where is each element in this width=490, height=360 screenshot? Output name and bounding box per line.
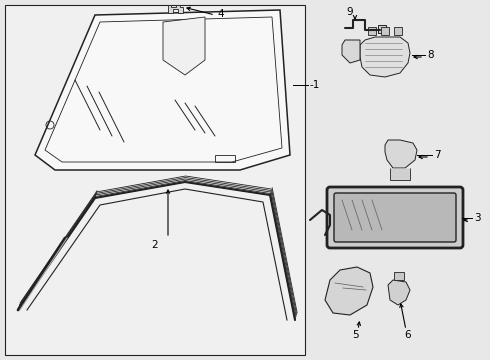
- Polygon shape: [35, 10, 290, 170]
- Bar: [394, 27, 402, 35]
- Polygon shape: [360, 37, 410, 77]
- Text: -1: -1: [309, 80, 319, 90]
- Bar: [5, 5, 305, 355]
- Bar: [378, 25, 386, 33]
- Polygon shape: [390, 168, 410, 180]
- Text: 5: 5: [352, 330, 358, 340]
- Polygon shape: [168, 5, 183, 13]
- Text: 4: 4: [217, 9, 223, 19]
- Polygon shape: [385, 140, 417, 168]
- Text: 2: 2: [152, 240, 158, 250]
- Bar: [215, 155, 235, 162]
- Bar: [368, 27, 376, 35]
- Text: 3: 3: [474, 213, 481, 223]
- Bar: [394, 272, 404, 280]
- Text: 7: 7: [434, 150, 441, 160]
- Bar: [381, 27, 389, 35]
- Polygon shape: [325, 267, 373, 315]
- Text: 8: 8: [427, 50, 434, 60]
- Text: 9: 9: [347, 7, 353, 17]
- Polygon shape: [388, 280, 410, 305]
- Text: 6: 6: [405, 330, 411, 340]
- Polygon shape: [163, 17, 205, 75]
- FancyBboxPatch shape: [327, 187, 463, 248]
- Polygon shape: [342, 40, 360, 63]
- FancyBboxPatch shape: [334, 193, 456, 242]
